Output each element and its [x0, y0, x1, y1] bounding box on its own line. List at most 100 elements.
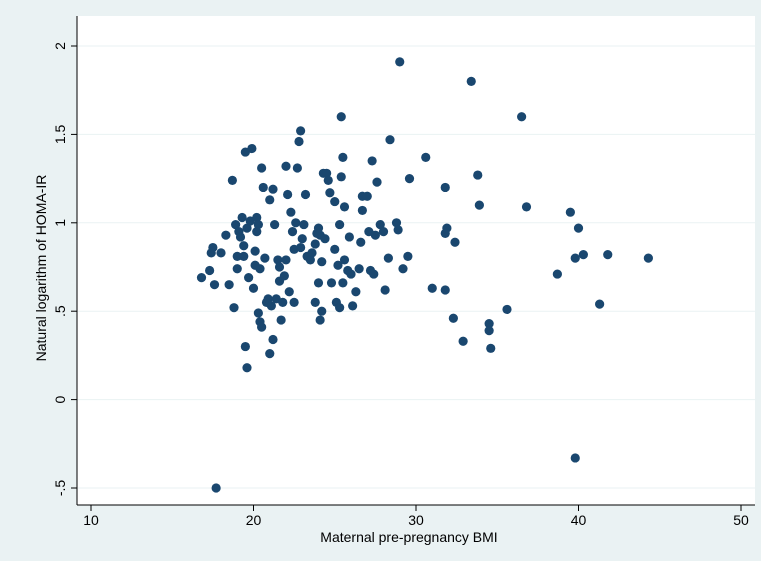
- data-point: [265, 349, 275, 359]
- data-point: [367, 156, 377, 166]
- data-point: [573, 223, 584, 233]
- data-point: [209, 280, 220, 290]
- data-point: [473, 170, 483, 180]
- x-tick-label: 20: [246, 512, 262, 528]
- data-point: [244, 273, 254, 283]
- data-point: [216, 248, 226, 258]
- data-point: [440, 285, 450, 295]
- y-axis-label: Natural logarithm of HOMA-IR: [33, 175, 49, 362]
- data-point: [231, 219, 241, 230]
- data-point: [274, 262, 285, 272]
- data-point: [257, 322, 267, 332]
- data-point: [383, 253, 393, 263]
- data-point: [221, 230, 231, 240]
- data-point: [257, 163, 267, 173]
- data-point: [552, 269, 562, 279]
- data-point: [252, 212, 262, 223]
- data-point: [339, 202, 350, 212]
- data-point: [338, 278, 348, 288]
- data-point: [335, 303, 345, 313]
- x-tick-label: 40: [571, 512, 587, 528]
- data-point: [346, 269, 356, 279]
- data-point: [283, 189, 293, 200]
- data-point: [208, 242, 218, 253]
- data-point: [250, 246, 260, 256]
- data-point: [643, 253, 653, 263]
- data-point: [253, 308, 263, 318]
- data-point: [369, 269, 379, 279]
- gridlines: [77, 45, 755, 489]
- data-point: [466, 76, 476, 86]
- data-point: [442, 223, 452, 233]
- data-point: [325, 188, 335, 198]
- data-point: [268, 334, 278, 345]
- data-point: [253, 219, 263, 230]
- data-point: [266, 301, 276, 311]
- y-tick-label: 2: [52, 42, 68, 50]
- data-point: [570, 453, 580, 463]
- data-point: [474, 200, 484, 210]
- x-axis-label: Maternal pre-pregnancy BMI: [320, 529, 497, 545]
- data-point: [330, 244, 340, 254]
- data-point: [227, 175, 237, 185]
- data-point: [248, 283, 259, 293]
- data-point: [242, 223, 252, 233]
- data-point: [385, 135, 395, 145]
- data-point: [427, 283, 437, 293]
- data-point: [286, 207, 296, 217]
- y-tick-label: -.5: [52, 480, 68, 497]
- data-point: [273, 255, 283, 265]
- data-point: [348, 301, 358, 311]
- data-point: [265, 195, 275, 205]
- data-point: [239, 251, 249, 261]
- data-point: [380, 285, 390, 295]
- data-point: [247, 143, 257, 154]
- data-point: [287, 227, 298, 237]
- data-point: [372, 177, 382, 187]
- data-point: [278, 297, 288, 307]
- plot-area: [77, 16, 755, 505]
- data-point: [378, 227, 389, 237]
- data-point: [486, 343, 496, 353]
- data-point: [291, 218, 301, 228]
- data-point: [603, 250, 613, 260]
- data-point: [281, 161, 291, 171]
- data-point: [351, 287, 361, 297]
- y-tick-label: 1.5: [52, 124, 68, 144]
- data-point: [260, 253, 270, 263]
- data-point: [322, 168, 332, 178]
- data-point: [313, 223, 324, 233]
- data-point: [356, 237, 366, 247]
- data-point: [333, 260, 343, 270]
- data-point: [448, 313, 458, 323]
- data-point: [310, 239, 320, 249]
- data-point: [315, 315, 325, 325]
- data-point: [336, 172, 346, 182]
- data-point: [300, 189, 311, 200]
- data-point: [284, 287, 294, 297]
- data-point: [279, 271, 289, 281]
- data-point: [393, 225, 403, 235]
- data-point: [484, 318, 494, 329]
- data-point: [237, 212, 247, 223]
- data-point: [421, 152, 431, 162]
- x-tick-label: 30: [408, 512, 424, 528]
- data-point: [338, 152, 348, 162]
- data-point: [398, 264, 408, 274]
- y-tick-label: .5: [52, 305, 68, 317]
- data-point: [239, 241, 249, 251]
- data-point: [232, 251, 242, 261]
- data-point: [440, 182, 450, 193]
- data-point: [310, 297, 320, 307]
- data-point: [391, 218, 402, 228]
- data-point: [336, 112, 346, 122]
- data-point: [242, 363, 252, 373]
- data-point: [323, 175, 333, 185]
- data-point: [326, 278, 337, 288]
- data-point: [362, 191, 372, 201]
- data-point: [297, 234, 307, 244]
- data-point: [299, 219, 309, 230]
- data-point: [370, 230, 380, 240]
- data-point: [205, 265, 215, 276]
- data-point: [344, 232, 354, 242]
